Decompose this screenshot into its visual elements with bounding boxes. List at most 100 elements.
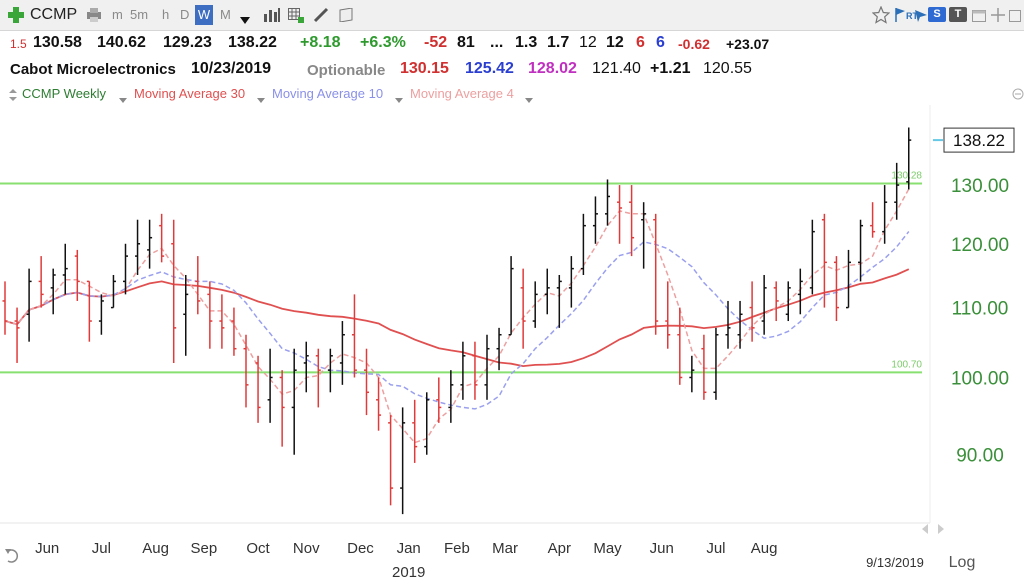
star-icon[interactable] (871, 5, 891, 24)
quote-v1: -52 (424, 34, 448, 51)
scroll-left-icon[interactable] (922, 524, 928, 534)
ohlc-bar (882, 185, 888, 244)
note-icon[interactable] (338, 7, 354, 23)
indicator-arrow-icon[interactable] (915, 9, 927, 22)
quote-v8: 6 (656, 34, 665, 51)
ohlc-bar (183, 274, 189, 356)
x-tick-label: Sep (190, 540, 217, 557)
ohlc-bar (279, 370, 285, 447)
legend-close-icon[interactable] (1012, 87, 1024, 100)
ohlc-bar (231, 307, 237, 356)
scroll-arrows[interactable] (922, 524, 944, 534)
ohlc-bar (364, 348, 369, 416)
ohlc-bar (436, 377, 442, 423)
legend-dropdown-icon[interactable] (257, 91, 265, 103)
legend-dropdown-icon[interactable] (119, 91, 127, 103)
x-tick-label: Oct (246, 540, 270, 557)
ohlc-bar (833, 256, 839, 322)
quote-line-1: 1.5 130.58 140.62 129.23 138.22 +8.18 +6… (0, 31, 1024, 57)
legend-item-ccmp-weekly[interactable]: CCMP Weekly (22, 86, 107, 101)
quote-low: 129.23 (163, 34, 212, 51)
window-icon[interactable] (972, 9, 986, 22)
price-chart[interactable]: 130.28 100.70 90.00 100.00 110.00 120.00 130.… (0, 105, 1024, 584)
chevron-down-icon[interactable] (240, 12, 250, 24)
ohlc-bar (605, 179, 610, 226)
quote-high: 140.62 (97, 34, 146, 51)
s-badge[interactable]: S (928, 7, 946, 22)
ohlc-bar (520, 268, 526, 349)
quote-ellipsis: ... (490, 34, 504, 51)
ohlc-bar (376, 377, 382, 431)
ohlc-bar (291, 348, 297, 455)
rt-badge[interactable]: RT (906, 11, 918, 21)
quote-v6: 12 (606, 34, 624, 51)
legend-item-ma30[interactable]: Moving Average 30 (134, 86, 246, 101)
ohlc-bar (50, 268, 56, 315)
quote-b: +1.21 (650, 60, 691, 77)
minimize-icon[interactable] (1009, 9, 1021, 22)
legend-reorder-icon[interactable] (9, 88, 17, 101)
x-tick-label: Jan (397, 540, 421, 557)
quote-ma10: 125.42 (465, 60, 514, 77)
x-tick-label: Jul (92, 540, 111, 557)
interval-minute[interactable]: m (112, 7, 123, 22)
x-tick-label: Aug (751, 540, 778, 557)
company-name: Cabot Microelectronics (10, 61, 176, 78)
interval-monthly[interactable]: M (220, 7, 231, 22)
ohlc-bar (388, 415, 394, 506)
quote-change: +8.18 (300, 34, 341, 51)
quote-ma30: 130.15 (400, 60, 449, 77)
undo-icon[interactable] (5, 549, 18, 563)
ohlc-bar (894, 162, 900, 220)
grid-add-icon[interactable] (288, 8, 304, 23)
quote-v3: 1.3 (515, 34, 538, 51)
ohlc-bar (86, 280, 92, 342)
last-price-box (943, 127, 1015, 153)
ohlc-bar (74, 249, 80, 301)
ma30-line (4, 268, 910, 368)
y-tick-label: 110.00 (952, 299, 1009, 320)
current-date-label: 9/13/2019 (866, 555, 924, 570)
legend-dropdown-icon[interactable] (395, 91, 403, 103)
ohlc-bar (653, 213, 659, 335)
ohlc-bar (761, 274, 767, 335)
ohlc-bar (580, 213, 586, 275)
ohlc-bar (568, 256, 574, 308)
ohlc-bar (870, 202, 876, 238)
ohlc-bar (821, 213, 827, 308)
log-scale-toggle[interactable]: Log (949, 554, 976, 571)
ohlc-bar (677, 307, 683, 385)
ohlc-bar (749, 281, 755, 342)
ohlc-bar (785, 281, 791, 322)
ohlc-bar (2, 281, 8, 335)
ohlc-bar (219, 294, 225, 349)
print-icon[interactable] (86, 8, 102, 22)
legend-dropdown-icon[interactable] (525, 91, 533, 103)
ohlc-bar (641, 202, 647, 269)
quote-v2: 81 (457, 34, 475, 51)
legend-item-ma4[interactable]: Moving Average 4 (410, 86, 514, 101)
x-tick-label: Nov (293, 540, 320, 557)
ohlc-bar (701, 334, 707, 400)
ohlc-bar (665, 281, 671, 349)
y-tick-label: 120.00 (951, 235, 1009, 256)
quote-v7: 6 (636, 34, 645, 51)
symbol-label[interactable]: CCMP (30, 6, 78, 23)
pencil-icon[interactable] (313, 7, 329, 23)
legend-item-ma10[interactable]: Moving Average 10 (272, 86, 384, 101)
move-icon[interactable] (991, 8, 1005, 22)
add-symbol-icon[interactable] (8, 7, 24, 23)
ohlc-bar (472, 341, 478, 400)
x-tick-label: Aug (142, 540, 169, 557)
t-badge[interactable]: T (949, 7, 967, 22)
quote-open: 130.58 (33, 34, 82, 51)
flag-icon[interactable] (894, 8, 906, 22)
interval-daily[interactable]: D (180, 7, 190, 22)
ohlc-bar (713, 327, 719, 400)
bar-chart-icon[interactable] (263, 8, 281, 22)
interval-5min[interactable]: 5m (130, 7, 149, 22)
scroll-right-icon[interactable] (938, 524, 944, 534)
interval-hour[interactable]: h (162, 7, 170, 22)
quote-v5: 12 (579, 34, 597, 51)
interval-weekly[interactable]: W (195, 5, 213, 25)
